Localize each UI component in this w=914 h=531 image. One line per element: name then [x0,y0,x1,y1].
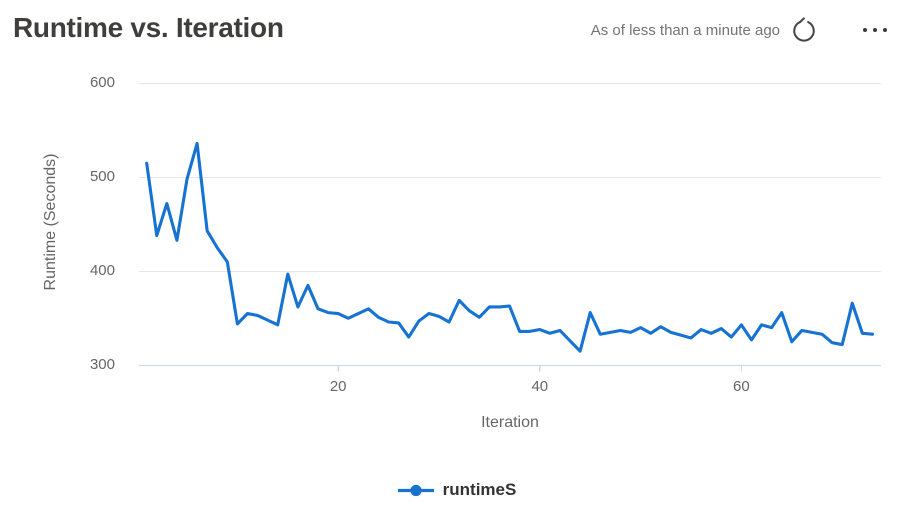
chart-legend: runtimeS [0,480,914,500]
ellipsis-icon [863,28,867,32]
more-options-button[interactable] [858,16,892,44]
series-line-runtimeS[interactable] [145,141,874,353]
page-title: Runtime vs. Iteration [13,12,284,43]
refresh-button[interactable] [790,16,818,44]
freshness-text: As of less than a minute ago [590,21,780,39]
legend-item-label: runtimeS [442,480,517,499]
y-axis-title: Runtime (Seconds) [42,153,59,291]
legend-marker-icon [397,484,434,496]
refresh-icon [793,17,815,42]
x-axis-tick-label: 60 [733,378,750,395]
y-axis-tick-label: 500 [89,168,115,186]
x-axis-tick-label: 20 [329,378,347,395]
y-axis-tick-label: 400 [89,262,115,280]
y-axis-tick-label: 300 [89,356,115,374]
x-axis-tick-label: 40 [531,378,549,395]
legend-item-runtimeS[interactable]: runtimeS [397,480,517,500]
y-axis-tick-label: 600 [89,74,115,92]
chart-header-actions: As of less than a minute ago [591,16,892,44]
x-axis-title: Iteration [481,414,539,431]
